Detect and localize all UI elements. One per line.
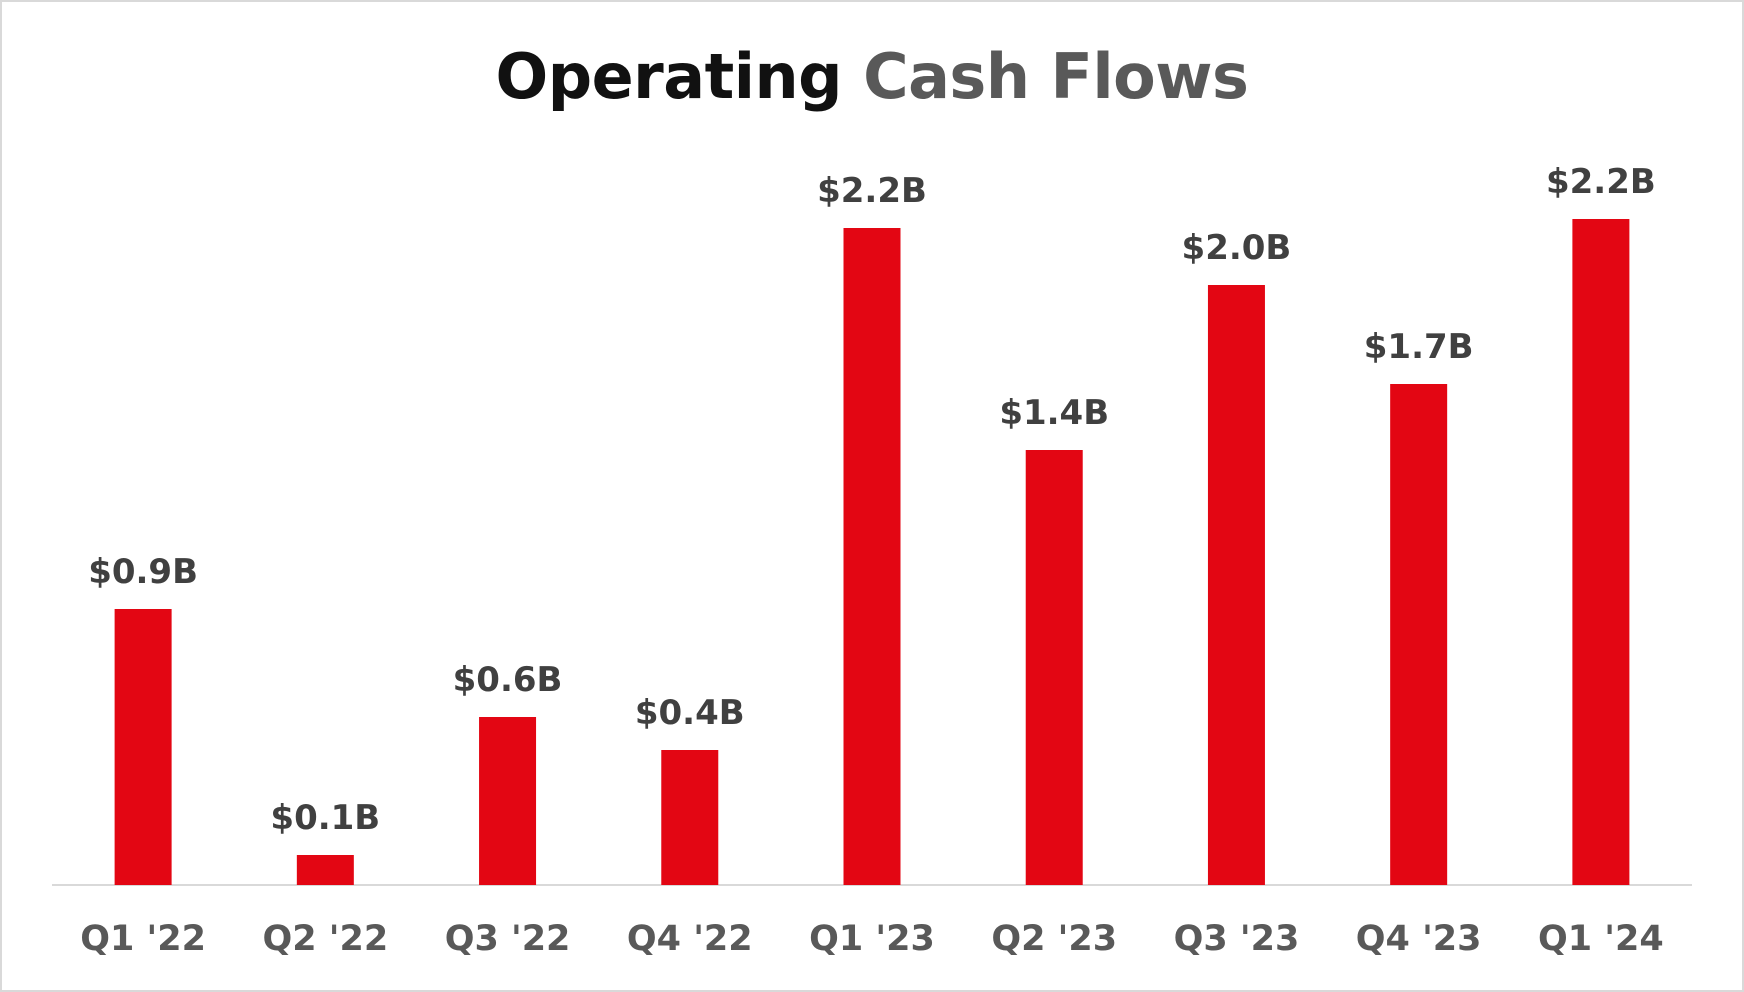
chart-title-part1: Operating <box>495 40 843 113</box>
data-label-6: $2.0B <box>1182 228 1292 268</box>
bar-6 <box>1207 285 1265 885</box>
chart-title: Operating Cash Flows <box>2 40 1742 113</box>
bar-0 <box>114 609 172 885</box>
category-label-1: Q2 '22 <box>262 919 388 959</box>
category-label-0: Q1 '22 <box>80 919 206 959</box>
category-label-3: Q4 '22 <box>627 919 753 959</box>
data-label-3: $0.4B <box>635 693 745 733</box>
bar-3 <box>661 750 719 885</box>
data-label-4: $2.2B <box>817 171 927 211</box>
bar-8 <box>1572 219 1630 885</box>
data-labels-group: $0.9B $0.1B $0.6B $0.4B $2.2B $1.4B $2.0B $1.7B… <box>88 162 1656 838</box>
bar-2 <box>479 717 537 885</box>
category-label-5: Q2 '23 <box>991 919 1117 959</box>
data-label-5: $1.4B <box>999 393 1109 433</box>
bar-4 <box>843 228 901 885</box>
data-label-7: $1.7B <box>1364 327 1474 367</box>
data-label-2: $0.6B <box>453 660 563 700</box>
category-label-7: Q4 '23 <box>1356 919 1482 959</box>
data-label-8: $2.2B <box>1546 162 1656 202</box>
bar-5 <box>1025 450 1083 885</box>
data-label-0: $0.9B <box>88 552 198 592</box>
bar-7 <box>1390 384 1448 885</box>
bars-group <box>114 219 1630 885</box>
category-label-6: Q3 '23 <box>1174 919 1300 959</box>
chart-title-part2: Cash Flows <box>863 40 1249 113</box>
category-label-2: Q3 '22 <box>445 919 571 959</box>
category-label-4: Q1 '23 <box>809 919 935 959</box>
category-label-8: Q1 '24 <box>1538 919 1664 959</box>
category-labels-group: Q1 '22 Q2 '22 Q3 '22 Q4 '22 Q1 '23 Q2 '23 Q3 '… <box>80 919 1663 959</box>
data-label-1: $0.1B <box>270 798 380 838</box>
bar-1 <box>296 855 354 885</box>
